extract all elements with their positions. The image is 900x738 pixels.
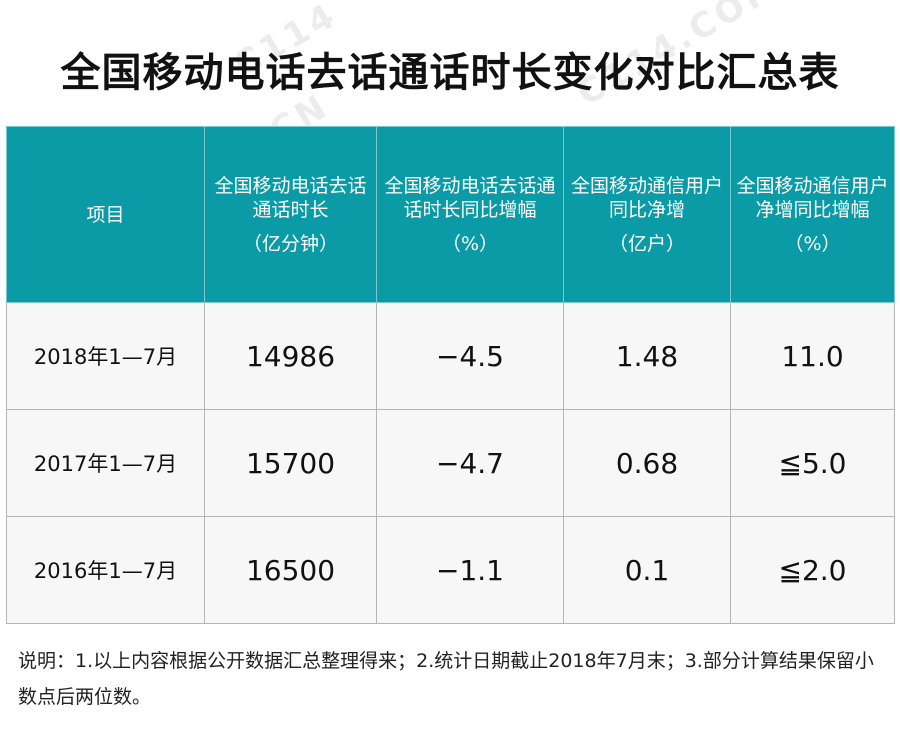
table-row: 2018年1—7月 14986 −4.5 1.48 11.0 [6,302,895,410]
table-cell: 15700 [204,409,377,517]
header-cell-user-net-increase: 全国移动通信用户同比净增 （亿户） [563,126,731,303]
header-unit: （亿户） [608,232,685,255]
header-text: 全国移动通信用户净增同比增幅 [736,174,889,221]
table-cell: 16500 [204,516,377,624]
table-cell: −1.1 [376,516,564,624]
table-cell: ≦2.0 [730,516,895,624]
table-row: 2016年1—7月 16500 −1.1 0.1 ≦2.0 [6,516,895,624]
header-unit: （%） [441,232,499,255]
table-cell: 11.0 [730,302,895,410]
row-label: 2016年1—7月 [6,516,205,624]
row-label: 2018年1—7月 [6,302,205,410]
table-cell: 1.48 [563,302,731,410]
header-row: 项目 全国移动电话去话通话时长 （亿分钟） 全国移动电话去话通话时长同比增幅 （%）… [6,126,895,303]
header-cell-call-duration: 全国移动电话去话通话时长 （亿分钟） [204,126,377,303]
header-text: 项目 [86,203,125,226]
table-cell: −4.5 [376,302,564,410]
header-unit: （%） [784,232,841,255]
table-cell: 0.1 [563,516,731,624]
header-cell-net-increase-growth: 全国移动通信用户净增同比增幅 （%） [730,126,895,303]
header-text: 全国移动电话去话通话时长同比增幅 [384,174,556,221]
footnote: 说明：1.以上内容根据公开数据汇总整理得来；2.统计日期截止2018年7月末；3… [18,650,874,708]
table-cell: 14986 [204,302,377,410]
comparison-table: 项目 全国移动电话去话通话时长 （亿分钟） 全国移动电话去话通话时长同比增幅 （%）… [6,126,895,624]
header-text: 全国移动电话去话通话时长 [214,174,367,221]
page-title: 全国移动电话去话通话时长变化对比汇总表 [60,50,840,96]
table-cell: ≦5.0 [730,409,895,517]
table-body: 2018年1—7月 14986 −4.5 1.48 11.0 2017年1—7月… [6,302,895,624]
table-cell: −4.7 [376,409,564,517]
header-unit: （亿分钟） [242,232,338,255]
header-cell-item: 项目 [6,126,205,303]
header-cell-duration-growth: 全国移动电话去话通话时长同比增幅 （%） [376,126,564,303]
table-row: 2017年1—7月 15700 −4.7 0.68 ≦5.0 [6,409,895,517]
table-cell: 0.68 [563,409,731,517]
row-label: 2017年1—7月 [6,409,205,517]
header-text: 全国移动通信用户同比净增 [570,174,723,221]
table-header: 项目 全国移动电话去话通话时长 （亿分钟） 全国移动电话去话通话时长同比增幅 （%）… [6,126,895,303]
